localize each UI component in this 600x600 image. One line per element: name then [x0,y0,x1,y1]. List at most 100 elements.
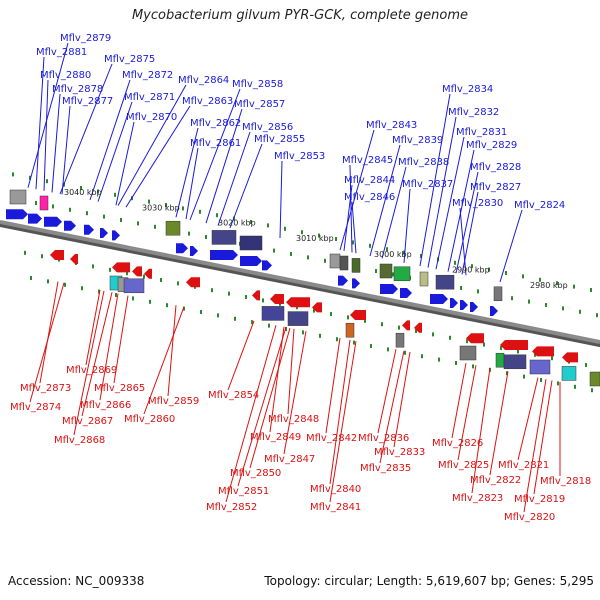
tick-mark [115,293,117,297]
gene-label-top: Mflv_2875 [104,54,155,65]
tick-mark [149,299,151,304]
tick-mark [421,354,423,359]
leader-line-top [455,171,479,274]
feature-layer [6,189,600,387]
genome-summary-text: Topology: circular; Length: 5,619,607 bp… [264,574,594,588]
tick-mark [267,223,269,228]
gene-label-top: Mflv_2824 [514,200,565,211]
tick-mark [472,364,474,369]
gene-label-bottom: Mflv_2825 [438,460,489,471]
gene-arrow-reverse [252,290,260,301]
gene-label-bottom: Mflv_2818 [540,476,591,487]
gene-box-top [493,286,503,302]
tick-mark [398,325,400,330]
tick-mark [336,337,338,342]
tick-mark [52,204,54,209]
leader-line-top [343,184,353,251]
leader-line-top [59,63,113,195]
leader-line-bottom [329,339,351,485]
tick-mark [273,248,275,253]
tick-mark [573,284,575,289]
tick-mark [506,371,508,376]
leader-line-bottom [269,326,285,433]
tick-mark [69,207,71,212]
tick-mark [505,271,507,275]
gene-arrow-forward [112,230,120,241]
leader-layer [27,42,561,513]
gene-box-bottom [345,322,355,338]
tick-mark [137,221,139,226]
tick-mark [404,350,406,355]
leader-line-top [229,143,263,229]
gene-label-bottom: Mflv_2848 [268,414,319,425]
leader-line-top [35,56,45,190]
tick-mark [98,289,100,294]
leader-line-bottom [29,282,65,403]
tick-mark [228,291,230,296]
kbp-label: 3030 kbp [142,203,180,212]
leader-line-top [175,127,199,218]
gene-box-bottom [287,311,309,326]
gene-label-bottom: Mflv_2820 [504,512,555,523]
tick-mark [313,308,315,313]
leader-line-top [279,160,283,239]
leader-line-top [339,129,375,251]
gene-label-top: Mflv_2830 [452,198,503,209]
tick-mark [318,233,320,238]
tick-mark [182,206,184,211]
leader-line-top [205,108,243,224]
tick-mark [420,254,422,258]
gene-box-bottom [503,354,527,370]
gene-label-top: Mflv_2827 [470,182,521,193]
gene-label-top: Mflv_2846 [344,192,395,203]
leader-line-top [435,136,465,270]
gene-arrow-forward [470,302,478,312]
tick-mark [556,281,558,286]
tick-mark [574,384,576,389]
tick-mark [103,214,105,219]
gene-label-bottom: Mflv_2849 [250,432,301,443]
leader-line-top [185,147,199,220]
leader-line-top [43,79,49,191]
gene-arrow-forward [100,228,108,238]
gene-arrow-forward [262,260,272,271]
tick-mark [301,230,303,235]
gene-box-top [419,271,429,287]
gene-label-bottom: Mflv_2819 [514,494,565,505]
gene-box-bottom [395,332,405,348]
gene-label-bottom: Mflv_2866 [80,400,131,411]
tick-mark [24,250,26,255]
tick-mark [454,260,456,265]
tick-mark [579,309,581,314]
gene-label-bottom: Mflv_2869 [66,365,117,376]
tick-mark [500,346,502,350]
tick-mark [381,322,383,327]
tick-mark [148,199,150,204]
gene-label-bottom: Mflv_2842 [306,433,357,444]
tick-mark [290,252,292,256]
tick-mark [335,237,337,241]
sequence-bar [0,220,600,344]
gene-arrow-reverse [286,297,310,308]
tick-mark [590,288,592,292]
gene-arrow-forward [380,284,398,294]
gene-arrow-forward [400,288,412,298]
leader-line-top [403,188,411,263]
tick-mark [596,313,598,318]
gene-arrow-reverse [186,277,200,288]
leader-line-top [125,105,191,208]
gene-label-bottom: Mflv_2854 [208,390,259,401]
tick-mark [188,231,190,236]
leader-line-top [89,79,131,201]
leader-line-bottom [99,293,119,401]
gene-label-top: Mflv_2839 [392,135,443,146]
leader-line-bottom [113,295,129,384]
tick-mark [432,332,434,337]
gene-label-bottom: Mflv_2823 [452,493,503,504]
tick-mark [41,254,43,259]
gene-label-top: Mflv_2878 [52,84,103,95]
tick-mark [466,339,468,344]
tick-mark [64,282,66,287]
gene-label-top: Mflv_2845 [342,155,393,166]
tick-mark [347,315,349,320]
